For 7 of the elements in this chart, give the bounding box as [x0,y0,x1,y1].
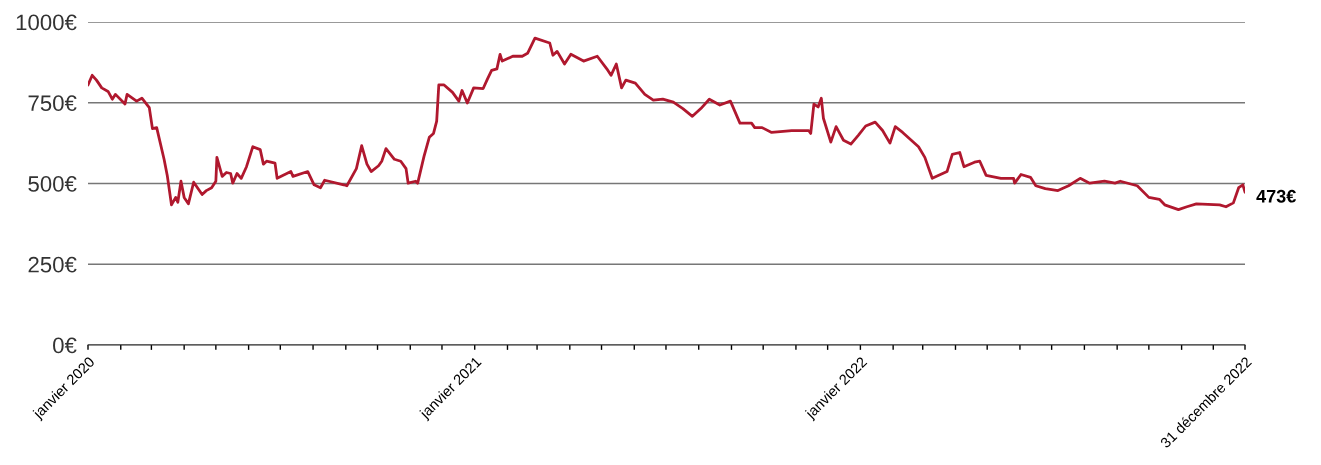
annotation: 473€ [1256,189,1296,203]
y-tick-label: 0€ [53,337,77,354]
y-tick-label: 250€ [28,256,77,273]
y-tick-label: 1000€ [16,14,77,31]
y-tick-label: 500€ [28,176,77,192]
y-tick-label: 750€ [28,95,77,112]
line-series [88,36,1245,212]
